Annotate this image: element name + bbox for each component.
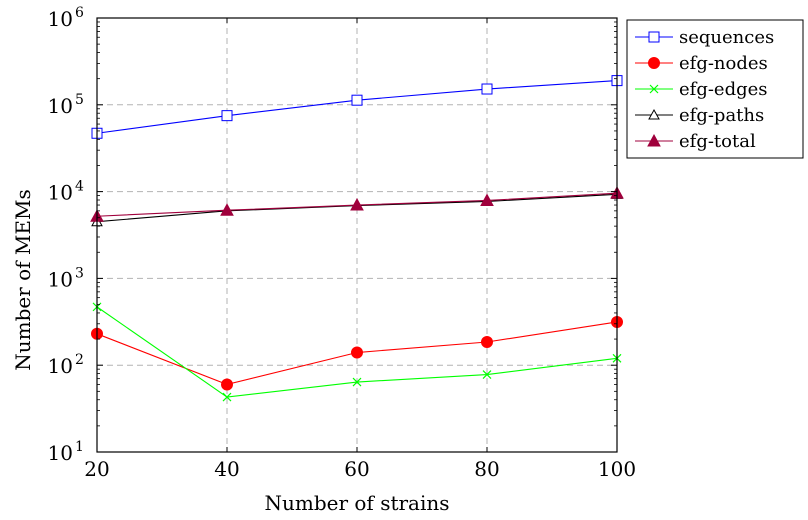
y-tick-base: 10: [48, 267, 73, 291]
legend: sequences efg-nodes efg-edges efg-paths efg-…: [626, 19, 804, 159]
y-tick-base: 10: [48, 7, 73, 31]
legend-label: efg-paths: [679, 105, 764, 126]
legend-item-efg-edges: efg-edges: [635, 79, 768, 100]
legend-item-sequences: sequences: [635, 27, 774, 48]
data-point-sequences: [481, 83, 493, 95]
y-tick-label: 10: [48, 354, 73, 378]
data-point-efg-edges: [482, 370, 492, 379]
data-point-sequences: [221, 110, 233, 122]
y-tick-label: 10: [48, 94, 73, 118]
y-axis-label: Number of MEMs: [11, 189, 35, 371]
y-tick-label: 10: [48, 181, 73, 205]
legend-marker: [648, 108, 660, 120]
data-point-efg-edges: [352, 377, 362, 387]
legend-item-efg-paths: efg-paths: [635, 105, 764, 126]
x-axis-label: Number of strains: [264, 491, 449, 515]
x-tick-label: 100: [598, 457, 636, 481]
y-tick-base: 10: [48, 94, 73, 118]
data-point-efg-nodes: [351, 346, 363, 359]
grid-lines: [97, 18, 617, 452]
data-point-efg-total: [220, 203, 234, 216]
y-tick-base: 10: [48, 354, 73, 378]
data-point-efg-nodes: [481, 336, 493, 349]
y-tick-exponent: 3: [75, 265, 84, 281]
y-tick-exponent: 6: [75, 5, 84, 21]
x-tick-label: 80: [474, 457, 499, 481]
y-tick-exponent: 5: [75, 92, 84, 108]
y-tick-label: 10: [48, 441, 73, 465]
y-tick-base: 10: [48, 181, 73, 205]
legend-label: efg-edges: [679, 79, 768, 100]
y-tick-label: 10: [48, 267, 73, 291]
legend-marker: [648, 31, 660, 43]
y-tick-base: 10: [48, 441, 73, 465]
data-point-efg-total: [480, 193, 494, 206]
legend-label: sequences: [679, 27, 774, 48]
legend-marker: [649, 84, 659, 94]
y-tick-exponent: 4: [75, 179, 84, 195]
legend-item-efg-total: efg-total: [635, 131, 756, 152]
legend-label: efg-nodes: [679, 53, 768, 74]
data-point-efg-nodes: [221, 378, 233, 391]
legend-marker: [647, 133, 661, 147]
x-tick-label: 60: [344, 457, 369, 481]
legend-label: efg-total: [679, 131, 756, 152]
legend-marker: [648, 57, 660, 69]
y-tick-exponent: 2: [75, 352, 84, 368]
y-tick-exponent: 1: [75, 439, 84, 455]
y-tick-label: 10: [48, 7, 73, 31]
x-tick-label: 20: [84, 457, 109, 481]
data-point-efg-total: [350, 198, 364, 211]
data-point-sequences: [351, 94, 363, 106]
data-point-efg-edges: [222, 392, 232, 402]
x-tick-label: 40: [214, 457, 239, 481]
legend-item-efg-nodes: efg-nodes: [635, 53, 768, 74]
